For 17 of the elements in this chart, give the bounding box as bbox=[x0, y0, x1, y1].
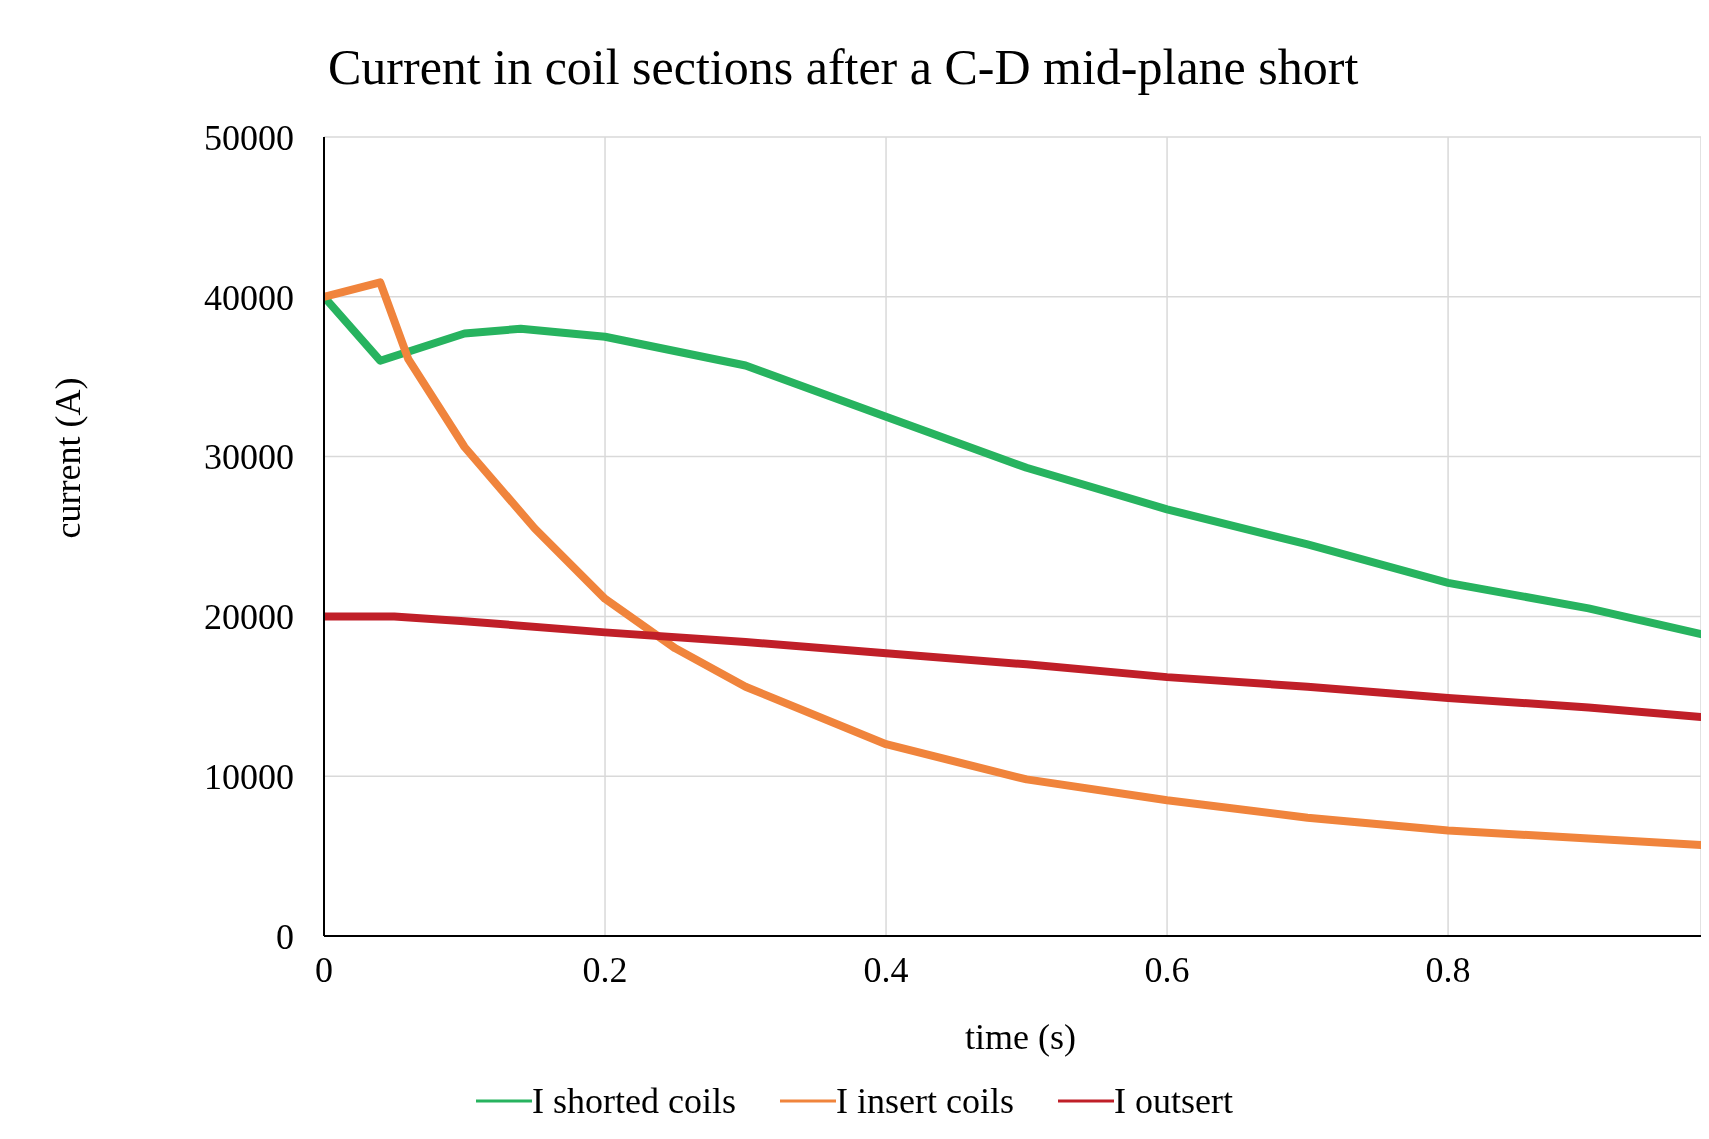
y-tick-label: 20000 bbox=[204, 597, 294, 638]
y-tick-label: 30000 bbox=[204, 437, 294, 478]
y-tick-label: 0 bbox=[276, 916, 294, 957]
x-tick-label: 0.2 bbox=[582, 949, 628, 990]
y-axis-title: current (A) bbox=[47, 377, 89, 539]
legend-label: I insert coils bbox=[836, 1080, 1014, 1122]
x-tick-label: 0.6 bbox=[1144, 949, 1190, 990]
legend-label: I shorted coils bbox=[532, 1080, 737, 1122]
x-tick-label: 0.4 bbox=[863, 949, 909, 990]
y-tick-label: 10000 bbox=[204, 756, 294, 797]
y-tick-label: 50000 bbox=[204, 117, 294, 158]
x-tick-label: 0 bbox=[315, 949, 333, 990]
x-axis-title: time (s) bbox=[964, 1016, 1077, 1058]
x-tick-label: 0.8 bbox=[1425, 949, 1471, 990]
legend-label: I outsert bbox=[1113, 1080, 1233, 1122]
y-tick-label: 40000 bbox=[204, 277, 294, 318]
chart-title: Current in coil sections after a C-D mid-plane short bbox=[328, 38, 1360, 96]
